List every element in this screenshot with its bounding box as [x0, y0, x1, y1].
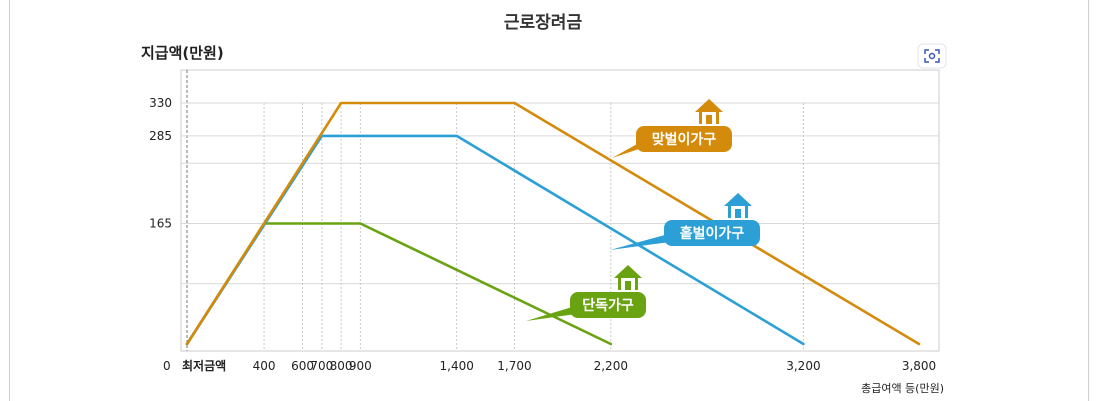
x-tick-label: 2,200 — [594, 359, 628, 373]
screenshot-button[interactable] — [917, 43, 947, 69]
tag-label: 맞벌이가구 — [652, 131, 717, 148]
x-axis-label: 총급여액 등(만원) — [861, 382, 944, 395]
x-tick-label: 1,400 — [440, 359, 474, 373]
tag-pointer — [610, 232, 676, 250]
y-tick-label: 165 — [149, 217, 172, 231]
x-tick-label: 700 — [310, 359, 333, 373]
x-tick-label: 1,700 — [497, 359, 531, 373]
x-tick-label: 900 — [349, 359, 372, 373]
house-door — [735, 209, 741, 218]
series-tag: 단독가구 — [526, 265, 646, 321]
x-tick-label: 800 — [330, 359, 353, 373]
x-tick-label: 3,800 — [902, 359, 936, 373]
screenshot-button-bg[interactable] — [917, 43, 947, 69]
chart-frame: 근로장려금 지급액(만원) 400 600 700 800 900 1,400 1,700 2… — [9, 0, 1089, 401]
tag-bg — [570, 292, 646, 318]
x-tick-label: 3,200 — [786, 359, 820, 373]
x-tick-label: 600 — [291, 359, 314, 373]
tag-label: 단독가구 — [582, 297, 634, 314]
min-amount-label: 최저금액 — [182, 358, 226, 373]
series-tags: 단독가구 홑벌이가구 맞벌이가구 — [526, 99, 760, 321]
tag-pointer — [526, 304, 582, 321]
house-icon — [695, 99, 723, 124]
y-axis-label: 지급액(만원) — [141, 44, 224, 62]
plot-area — [180, 69, 940, 352]
origin-label: 0 — [163, 359, 171, 373]
series-tag: 맞벌이가구 — [612, 99, 732, 158]
tag-bg — [636, 126, 732, 152]
chart-title: 근로장려금 — [504, 13, 583, 33]
house-door — [625, 281, 631, 290]
y-tick-label: 330 — [149, 96, 172, 110]
house-icon — [724, 193, 752, 218]
screenshot-icon[interactable] — [924, 49, 940, 63]
tag-bg — [664, 220, 760, 246]
series-tag: 홑벌이가구 — [610, 193, 760, 250]
house-icon — [614, 265, 642, 290]
x-tick-label: 400 — [253, 359, 276, 373]
tag-label: 홑벌이가구 — [680, 225, 745, 242]
y-tick-label: 285 — [149, 129, 172, 143]
house-door — [706, 115, 712, 124]
